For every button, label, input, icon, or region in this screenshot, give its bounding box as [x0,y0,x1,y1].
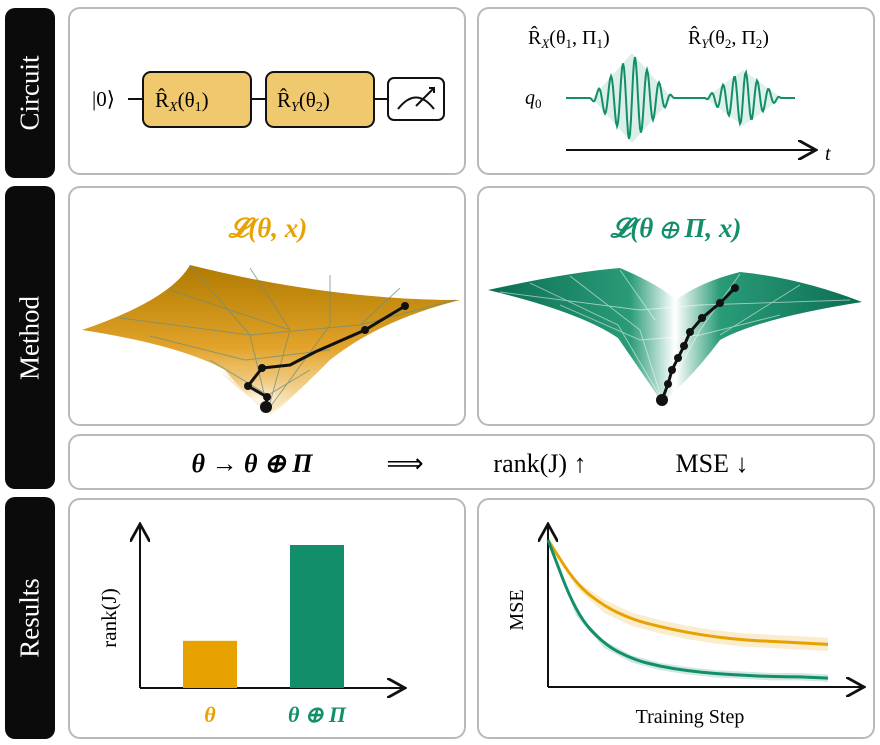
pulse2-label: R̂Y(θ2, Π2) [688,25,769,51]
series-band-0 [548,540,828,651]
right-loss-title: 𝓛(θ ⊕ Π, x) [610,213,742,243]
summary-mse: MSE ↓ [676,449,749,478]
bar-0 [183,640,237,688]
ket-zero: |0⟩ [92,87,115,111]
mse-line-chart: MSE Training Step [506,526,862,728]
line-chart-ylabel: MSE [506,589,528,630]
circuit-diagram: |0⟩ R̂X(θ1) R̂Y(θ2) [92,71,445,128]
gate-rx-label: R̂X(θ1) [155,88,209,115]
bar-1 [290,545,344,688]
summary-transform: θ → θ ⊕ Π [192,449,314,478]
section-tab-method: Method [5,186,55,489]
series-band-1 [548,540,828,682]
panel-summary [68,434,875,490]
pulse-schedule: R̂X(θ1, Π1) R̂Y(θ2, Π2) q0 t [525,25,831,165]
pulse-waveform [566,56,795,140]
time-axis-label: t [825,143,831,165]
measurement-box [387,77,445,121]
summary-equation: θ → θ ⊕ Π ⟹ rank(J) ↑ MSE ↓ [192,449,749,478]
bar-category-label-1: θ ⊕ Π [288,702,347,727]
loss-landscape-gold: 𝓛(θ, x) [82,213,460,415]
loss-landscape-green: 𝓛(θ ⊕ Π, x) [488,213,862,406]
series-line-0 [546,539,829,646]
path-points-green [656,284,739,406]
gate-ry-label: R̂Y(θ2) [277,88,330,115]
bar-chart-ylabel: rank(J) [97,588,121,647]
pulse1-label: R̂X(θ1, Π1) [528,25,610,51]
section-tab-circuit: Circuit [5,8,55,178]
bar-category-label-0: θ [204,702,216,727]
qubit-label: q0 [525,87,542,111]
panel-mse-chart [477,498,875,739]
summary-rank: rank(J) ↑ [493,449,586,478]
left-loss-title: 𝓛(θ, x) [228,213,308,243]
line-chart-xlabel: Training Step [636,706,745,728]
summary-implies: ⟹ [386,449,423,478]
rank-bar-chart: rank(J) θ θ ⊕ Π [97,526,403,727]
path-points-gold [244,302,409,413]
series-line-1 [546,539,829,680]
meter-icon [397,87,435,110]
section-tab-results: Results [5,497,55,739]
